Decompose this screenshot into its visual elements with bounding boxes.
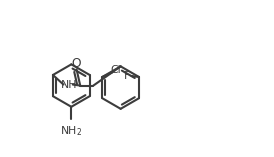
Text: O: O	[72, 57, 81, 70]
Text: NH$_2$: NH$_2$	[60, 124, 82, 138]
Text: NH: NH	[61, 80, 77, 89]
Text: Cl: Cl	[110, 65, 121, 75]
Text: F: F	[124, 71, 130, 81]
